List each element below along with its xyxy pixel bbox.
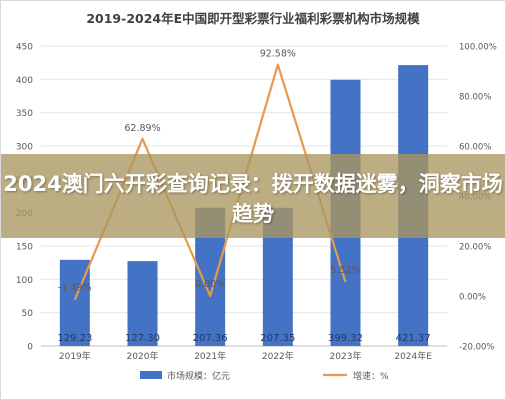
x-tick-label: 2022年 [262, 350, 294, 362]
x-tick-label: 2020年 [127, 350, 159, 362]
bar-value-label: 399.32 [328, 333, 363, 344]
chart-title: 2019-2024年E中国即开型彩票行业福利彩票机构市场规模 [86, 11, 420, 26]
bar-2020年 [127, 261, 158, 346]
y-right-tick-label: 20.00% [459, 243, 491, 253]
y-left-tick-label: 350 [16, 109, 33, 119]
legend-swatch-market-size [140, 371, 162, 379]
bar-value-label: 127.30 [125, 333, 160, 344]
line-value-label: 5.52% [330, 265, 360, 276]
bar-value-label: 207.35 [260, 333, 295, 344]
bar-value-label: 129.23 [57, 333, 92, 344]
y-left-tick-label: 100 [16, 276, 33, 286]
x-tick-label: 2023年 [330, 350, 362, 362]
overlay-banner [1, 154, 505, 238]
line-value-label: -1.49% [58, 283, 92, 294]
y-right-tick-label: -20.00% [459, 343, 494, 353]
y-right-tick-label: 100.00% [459, 43, 497, 53]
x-tick-label: 2024年E [394, 350, 432, 362]
y-right-tick-label: 80.00% [459, 93, 491, 103]
x-tick-label: 2021年 [194, 350, 226, 362]
y-right-tick-label: 0.00% [459, 293, 486, 303]
line-value-label: 92.58% [260, 49, 296, 60]
y-left-tick-label: 450 [16, 43, 33, 53]
y-right-tick-label: 60.00% [459, 143, 491, 153]
line-value-label: 0.00% [195, 279, 225, 290]
x-tick-label: 2019年 [59, 350, 91, 362]
line-value-label: 62.89% [124, 123, 160, 134]
y-left-tick-label: 50 [22, 309, 34, 319]
y-left-tick-label: 300 [16, 143, 33, 153]
y-left-tick-label: 150 [16, 243, 33, 253]
y-left-tick-label: 400 [16, 76, 33, 86]
y-left-tick-label: 0 [27, 343, 33, 353]
overlay-headline: 2024澳门六开彩查询记录：拨开数据迷雾，洞察市场趋势 [3, 172, 503, 226]
bar-value-label: 421.37 [396, 333, 431, 344]
legend-label-market-size: 市场规模：亿元 [167, 370, 230, 382]
bar-value-label: 207.36 [193, 333, 228, 344]
legend-label-growth: 增速：% [353, 370, 389, 382]
